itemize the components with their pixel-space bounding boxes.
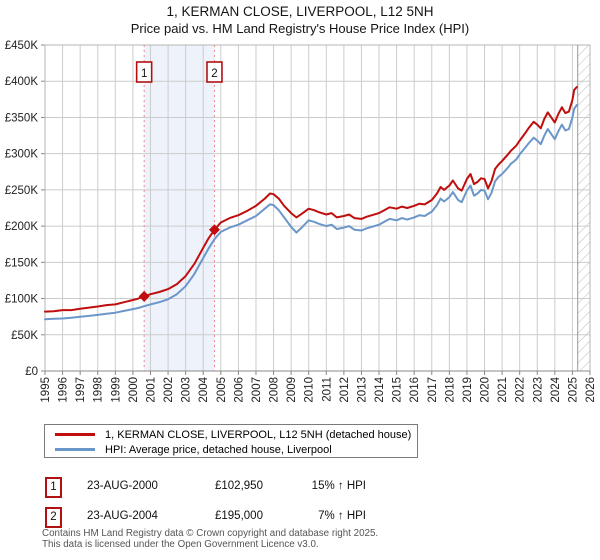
svg-text:2003: 2003 — [181, 377, 193, 403]
svg-text:2009: 2009 — [286, 377, 298, 403]
transaction-2-hpi-change: 7% ↑ HPI — [318, 510, 366, 522]
svg-text:£200K: £200K — [5, 221, 39, 233]
svg-text:£50K: £50K — [11, 330, 38, 342]
legend-property-label: 1, KERMAN CLOSE, LIVERPOOL, L12 5NH (det… — [105, 428, 412, 441]
svg-text:£400K: £400K — [5, 76, 39, 88]
svg-text:£300K: £300K — [5, 149, 39, 161]
svg-text:2024: 2024 — [550, 376, 562, 402]
red-line-swatch — [55, 433, 95, 436]
svg-text:2000: 2000 — [128, 377, 140, 403]
svg-text:1996: 1996 — [58, 377, 70, 403]
svg-text:2014: 2014 — [374, 376, 386, 402]
sale-flag-box-2 — [206, 61, 223, 83]
svg-text:£250K: £250K — [5, 185, 39, 197]
transaction-2-price: £195,000 — [215, 510, 263, 522]
svg-text:2008: 2008 — [269, 377, 281, 403]
y-axis-labels: £0 £50K £100K £150K £200K £250K £300K £350K £400… — [5, 40, 39, 378]
legend-item-property: 1, KERMAN CLOSE, LIVERPOOL, L12 5NH (det… — [55, 427, 417, 442]
svg-text:2015: 2015 — [392, 377, 404, 403]
svg-text:2026: 2026 — [585, 377, 597, 403]
transaction-row-1: 1 23-AUG-2000 £102,950 15% ↑ HPI — [0, 477, 600, 499]
price-history-chart: £0 £50K £100K £150K £200K £250K £300K £350K £400… — [5, 40, 597, 403]
sale-point-diamond — [208, 224, 220, 236]
svg-text:2010: 2010 — [304, 377, 316, 403]
transaction-2-date: 23-AUG-2004 — [87, 510, 158, 522]
hpi-average-line — [44, 104, 578, 321]
svg-text:2011: 2011 — [321, 377, 333, 402]
svg-text:2023: 2023 — [532, 377, 544, 403]
transaction-row-2: 2 23-AUG-2004 £195,000 7% ↑ HPI — [0, 507, 600, 529]
svg-text:2017: 2017 — [427, 377, 439, 403]
svg-text:£450K: £450K — [5, 40, 39, 52]
sale-period-band — [144, 45, 215, 371]
svg-text:2002: 2002 — [163, 377, 175, 403]
svg-text:2012: 2012 — [339, 377, 351, 403]
plot-border — [44, 44, 591, 372]
svg-text:2025: 2025 — [567, 377, 579, 403]
sale-flag-box-1 — [135, 61, 153, 83]
x-axis-labels: 1995 1996 1997 1998 1999 2000 2001 2002 2003 2004… — [40, 376, 597, 402]
svg-text:£350K: £350K — [5, 112, 39, 124]
future-hatch-region — [577, 45, 590, 371]
svg-text:£150K: £150K — [5, 257, 39, 269]
transaction-1-badge: 1 — [45, 477, 62, 498]
transaction-2-badge: 2 — [45, 507, 62, 528]
page-title: 1, KERMAN CLOSE, LIVERPOOL, L12 5NH — [166, 4, 434, 19]
svg-text:2022: 2022 — [515, 377, 527, 403]
svg-text:1999: 1999 — [110, 377, 122, 403]
svg-text:2020: 2020 — [480, 377, 492, 403]
sale-flag-number: 2 — [211, 68, 217, 80]
legend-hpi-label: HPI: Average price, detached house, Live… — [105, 443, 332, 456]
svg-text:2004: 2004 — [198, 376, 210, 402]
svg-text:2005: 2005 — [216, 377, 228, 403]
legend-item-hpi: HPI: Average price, detached house, Live… — [55, 442, 417, 457]
svg-text:1998: 1998 — [93, 377, 105, 403]
svg-text:£100K: £100K — [5, 294, 39, 306]
sale-point-diamond — [138, 290, 150, 302]
chart-legend: 1, KERMAN CLOSE, LIVERPOOL, L12 5NH (det… — [44, 424, 418, 458]
svg-text:2019: 2019 — [462, 377, 474, 403]
sale-flag-number: 1 — [141, 68, 147, 80]
svg-text:1997: 1997 — [75, 377, 87, 403]
footer-copyright: Contains HM Land Registry data © Crown c… — [42, 528, 379, 539]
svg-text:2018: 2018 — [444, 377, 456, 403]
svg-text:2001: 2001 — [145, 377, 157, 403]
svg-text:2021: 2021 — [497, 377, 509, 403]
svg-text:1995: 1995 — [40, 377, 52, 403]
svg-text:£0: £0 — [25, 366, 38, 378]
property-price-line — [44, 86, 578, 313]
footer-attribution: Contains HM Land Registry data © Crown c… — [42, 528, 378, 550]
svg-text:2007: 2007 — [251, 377, 263, 403]
transaction-1-date: 23-AUG-2000 — [87, 480, 158, 492]
svg-text:2006: 2006 — [233, 377, 245, 403]
transaction-1-price: £102,950 — [215, 480, 263, 492]
svg-text:2016: 2016 — [409, 377, 421, 403]
page-subtitle: Price paid vs. HM Land Registry's House … — [130, 21, 470, 36]
blue-line-swatch — [55, 448, 95, 451]
footer-licence: This data is licensed under the Open Gov… — [42, 539, 319, 550]
transaction-1-hpi-change: 15% ↑ HPI — [311, 480, 366, 492]
svg-text:2013: 2013 — [356, 377, 368, 403]
